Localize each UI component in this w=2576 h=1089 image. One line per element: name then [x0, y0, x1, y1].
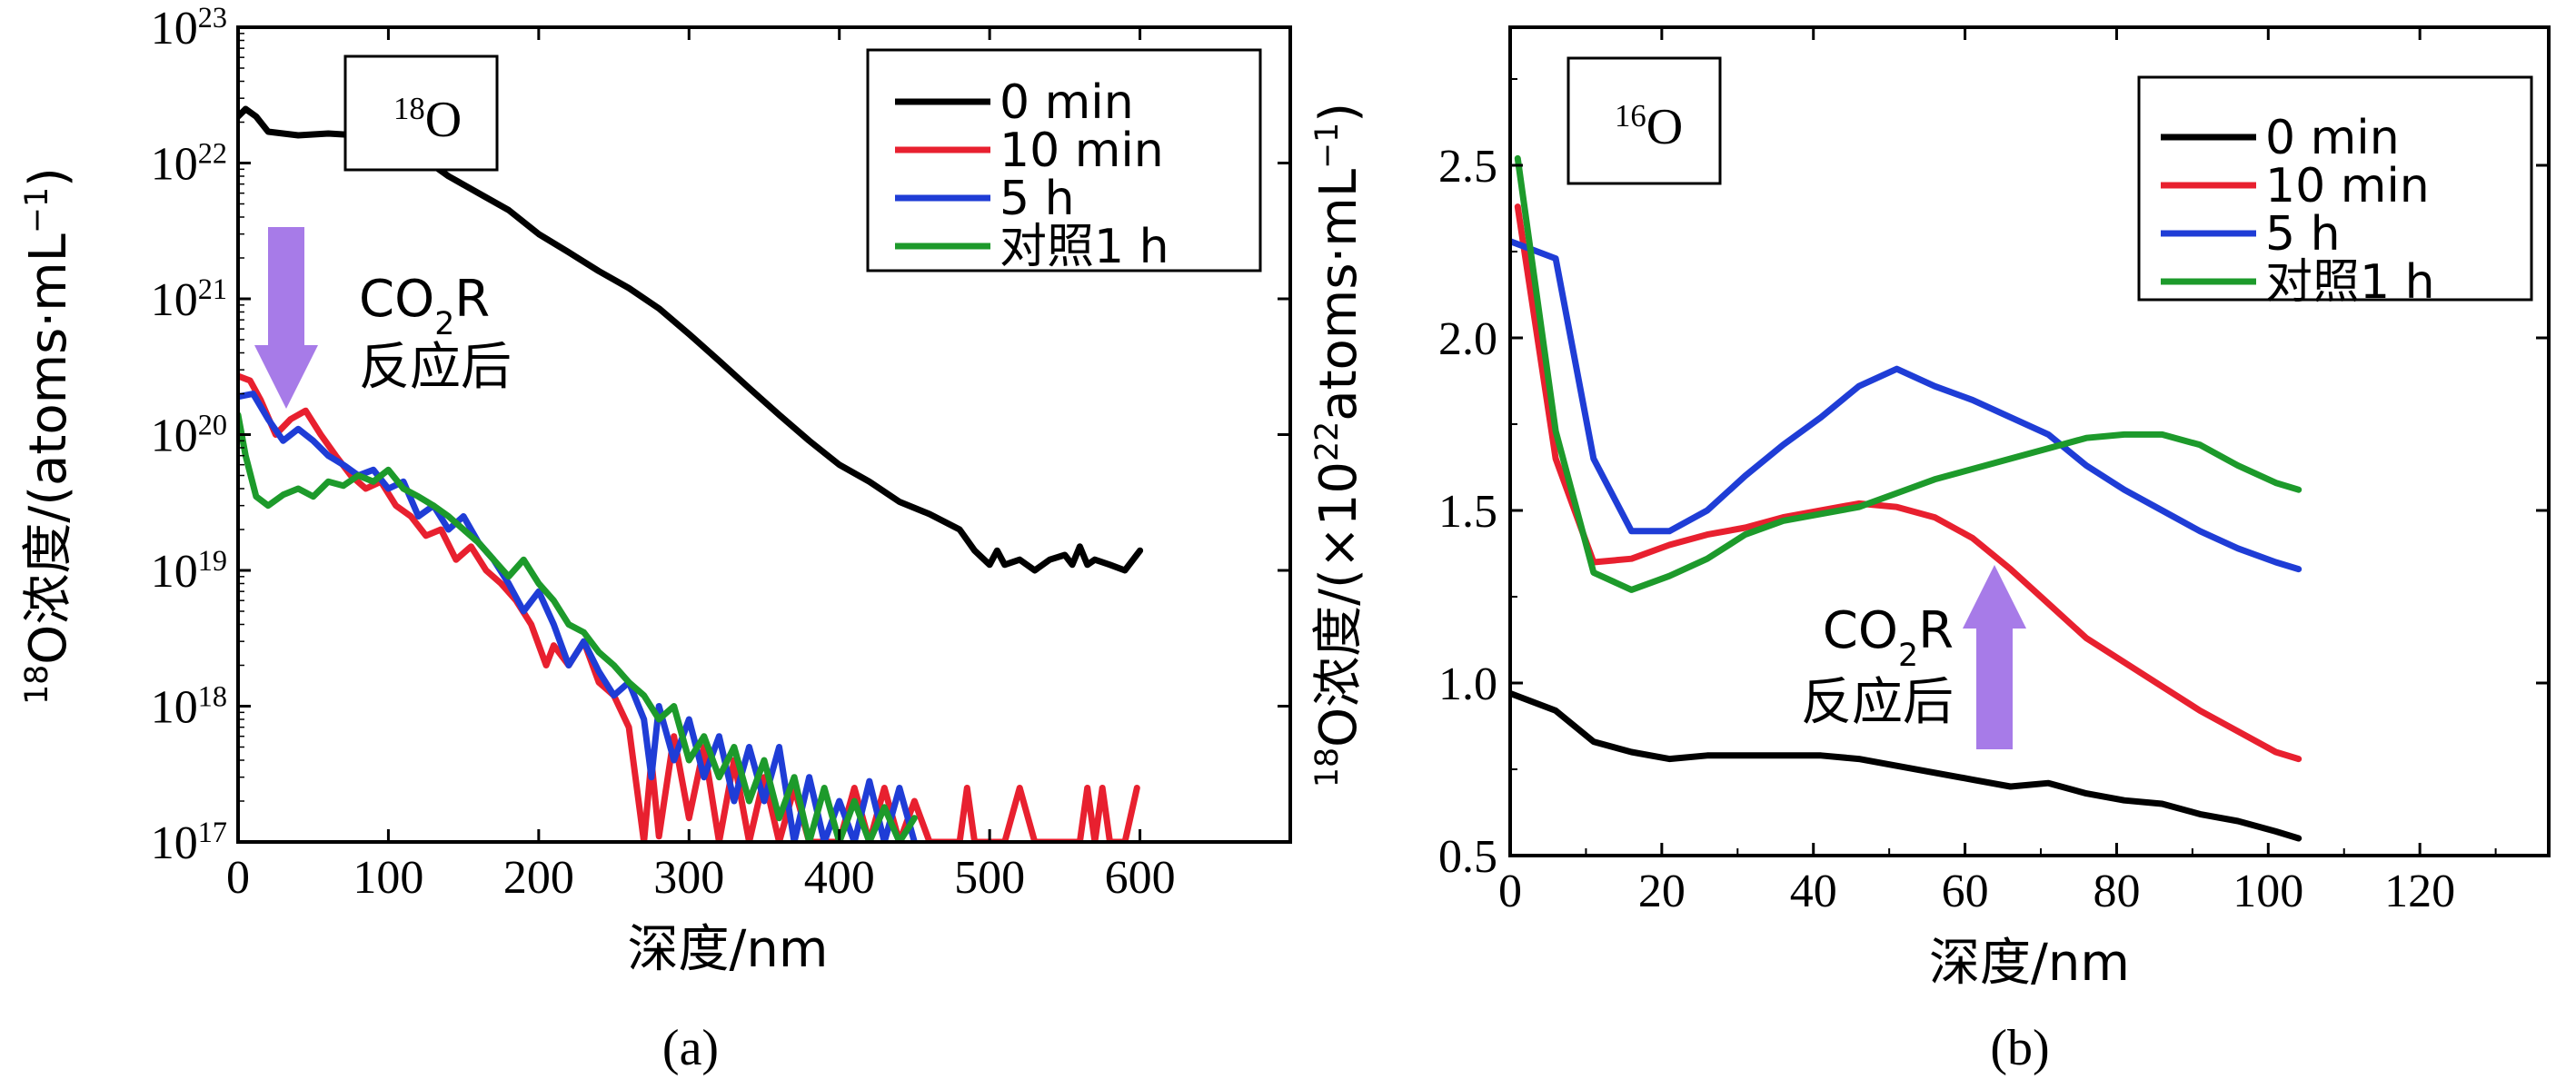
x-tick-label: 120 [2384, 866, 2455, 917]
isotope-label: 16O [1615, 98, 1683, 156]
x-tick-label: 0 [226, 852, 250, 904]
isotope-label: 18O [393, 91, 462, 149]
legend-label-4: 对照1 h [2265, 255, 2435, 310]
chart-b: 0 20 40 60 80 100 120 0.5 1.0 1.5 2.0 2.5 深度/nm 18O浓度… [1309, 25, 2551, 1076]
y-tick-label: 1021 [151, 272, 227, 326]
chart-a: 0 100 200 300 400 500 600 1017 1018 1019 1020 1021 1… [19, 1, 1292, 1076]
x-tick-label: 600 [1105, 852, 1176, 904]
y-axis-label: 18O浓度/(atoms·mL−1) [19, 167, 78, 705]
series-line-3 [1510, 238, 2302, 573]
annotation-line2: 反应后 [1801, 673, 1954, 732]
panel-label: (b) [1990, 1020, 2049, 1076]
panel-label: (a) [662, 1020, 719, 1076]
isotope-label-box: 18O [343, 54, 499, 172]
series-line-2 [1514, 203, 2302, 763]
y-tick-label: 2.5 [1438, 141, 1497, 193]
x-tick-label: 60 [1942, 866, 1989, 917]
y-tick-label: 1023 [151, 1, 227, 54]
y-tick-label: 1.0 [1438, 658, 1497, 710]
plot-frame [1508, 25, 2551, 857]
annotation-line2: 反应后 [359, 338, 512, 397]
x-tick-label: 80 [2093, 866, 2140, 917]
series-line-2 [238, 372, 1140, 842]
y-tick-label: 1017 [151, 816, 227, 869]
annotation-arrow [254, 227, 318, 409]
y-tick-label: 2.0 [1438, 313, 1497, 365]
isotope-label-box: 16O [1566, 56, 1722, 185]
x-axis-label: 深度/nm [628, 920, 829, 979]
series-line-4 [238, 411, 918, 842]
annotation-line1: CO2R [1823, 601, 1954, 674]
y-tick-label: 1022 [151, 137, 227, 191]
legend-label-1: 0 min [1000, 75, 1134, 130]
y-tick-label: 1018 [151, 680, 227, 734]
legend-label-4: 对照1 h [1000, 220, 1169, 274]
x-tick-label: 300 [653, 852, 724, 904]
legend-label-2: 10 min [2265, 159, 2430, 213]
series-line-4 [1514, 154, 2302, 593]
legend-label-3: 5 h [1000, 172, 1075, 226]
series-line-3 [238, 391, 918, 842]
x-tick-label: 200 [503, 852, 574, 904]
x-tick-label: 100 [353, 852, 423, 904]
x-tick-label: 500 [954, 852, 1025, 904]
x-tick-label: 100 [2233, 866, 2303, 917]
legend-label-1: 0 min [2265, 111, 2400, 165]
series-group [1510, 154, 2302, 842]
y-axis-label: 18O浓度/(×1022atoms·mL−1) [1309, 103, 1368, 787]
legend-label-3: 5 h [2265, 207, 2341, 262]
y-tick-label: 1019 [151, 544, 227, 598]
x-tick-label: 400 [804, 852, 875, 904]
annotation-arrow [1963, 565, 2026, 749]
legend-label-2: 10 min [1000, 124, 1164, 178]
y-tick-label: 0.5 [1438, 831, 1497, 883]
annotation-line1: CO2R [359, 270, 490, 342]
x-tick-label: 40 [1790, 866, 1837, 917]
series-line-1 [1510, 689, 2302, 842]
x-axis-label: 深度/nm [1929, 934, 2130, 993]
y-tick-label: 1020 [151, 409, 227, 462]
x-tick-label: 20 [1638, 866, 1686, 917]
y-tick-label: 1.5 [1438, 486, 1497, 538]
x-tick-label: 0 [1498, 866, 1522, 917]
